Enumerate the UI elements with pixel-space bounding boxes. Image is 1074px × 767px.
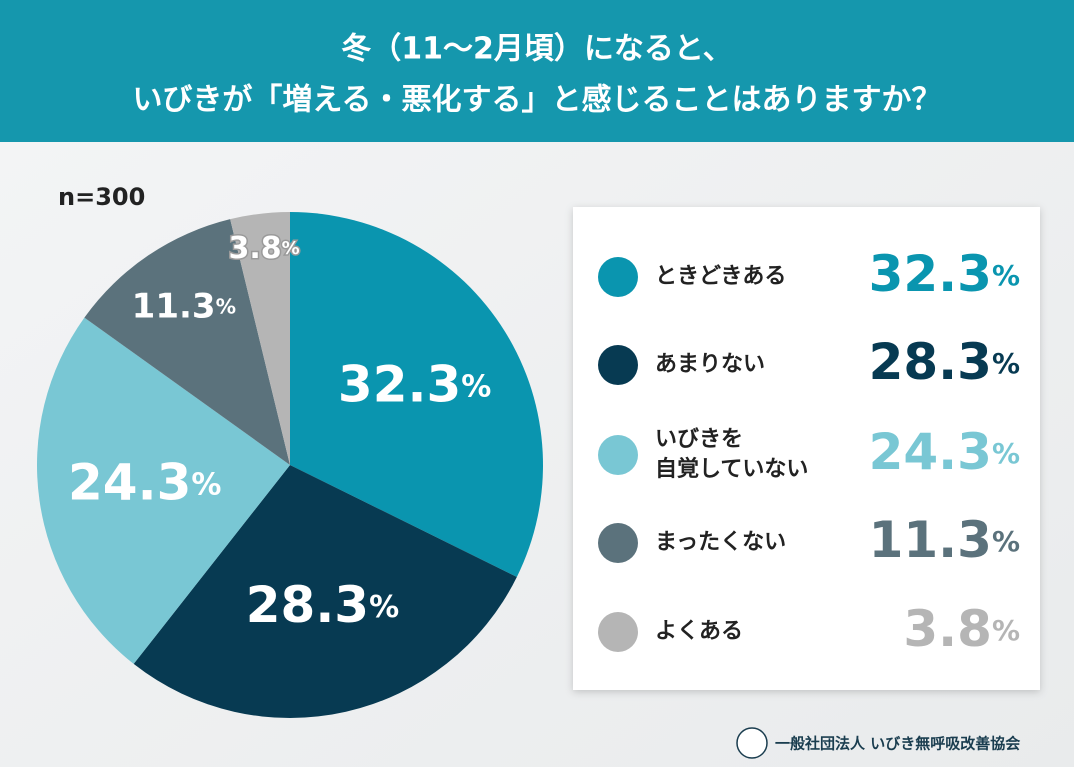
slice-label: 24.3% bbox=[68, 453, 221, 511]
legend-swatch bbox=[598, 257, 638, 297]
legend-value: 32.3% bbox=[869, 245, 1020, 303]
legend-label: いびきを自覚していない bbox=[655, 427, 808, 482]
legend-value: 24.3% bbox=[869, 423, 1020, 481]
legend-label: まったくない bbox=[655, 530, 786, 555]
legend-label: あまりない bbox=[655, 352, 765, 377]
legend-swatch bbox=[598, 523, 638, 563]
pie-slice bbox=[133, 465, 517, 718]
pie-slice bbox=[290, 212, 543, 578]
legend-swatch bbox=[598, 612, 638, 652]
legend-box bbox=[573, 207, 1040, 690]
legend-value: 11.3% bbox=[869, 511, 1020, 569]
slice-label: 32.3% bbox=[338, 355, 491, 413]
sample-note: n=300 bbox=[58, 183, 145, 211]
slice-label: 3.8% bbox=[228, 230, 299, 265]
legend-label: ときどきある bbox=[655, 264, 786, 289]
title-line: いびきが「増える・悪化する」と感じることはありますか？ bbox=[132, 83, 941, 118]
slice-label: 28.3% bbox=[246, 576, 399, 634]
title-line: 冬（11〜2月頃）になると、 bbox=[341, 32, 732, 67]
slice-label: 11.3% bbox=[132, 286, 236, 326]
header bbox=[0, 0, 1074, 142]
pie-slice bbox=[36, 317, 290, 664]
pie-slice bbox=[84, 219, 291, 465]
legend-value: 3.8% bbox=[903, 600, 1020, 658]
pie-slice bbox=[230, 212, 290, 465]
legend-swatch bbox=[598, 435, 638, 475]
footer-logo bbox=[736, 727, 768, 759]
legend-value: 28.3% bbox=[869, 333, 1020, 391]
footer: 一般社団法人 いびき無呼吸改善協会 bbox=[775, 735, 1020, 753]
legend-label: よくある bbox=[655, 619, 743, 644]
legend-swatch bbox=[598, 345, 638, 385]
